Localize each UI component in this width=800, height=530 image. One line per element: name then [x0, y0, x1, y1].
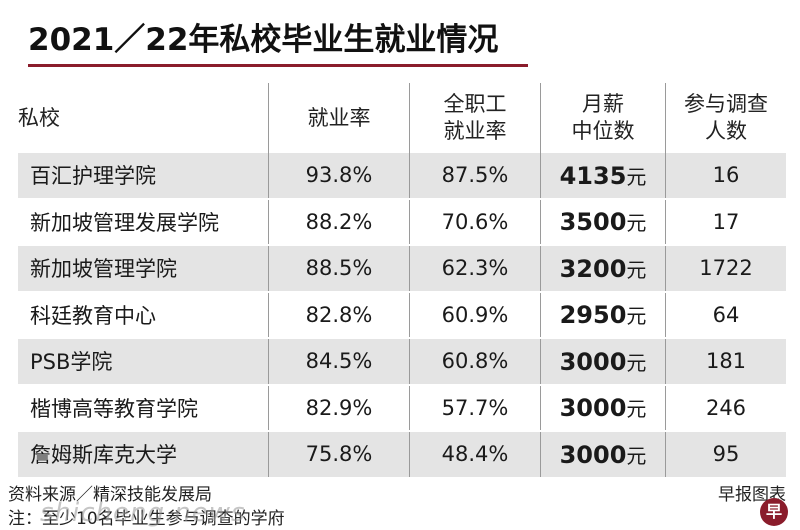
salary-unit: 元: [626, 164, 647, 189]
cell-median-salary: 3200元: [540, 245, 666, 293]
cell-fulltime-rate: 60.9%: [409, 291, 541, 339]
table-row: PSB学院 84.5% 60.8% 3000元 181: [18, 338, 786, 386]
cell-school: 科廷教育中心: [18, 291, 269, 339]
cell-respondents: 17: [665, 198, 786, 246]
header-fulltime-rate: 全职工 就业率: [409, 83, 541, 153]
table-row: 百汇护理学院 93.8% 87.5% 4135元 16: [18, 153, 786, 200]
salary-unit: 元: [626, 304, 647, 329]
table-row: 楷博高等教育学院 82.9% 57.7% 3000元 246: [18, 384, 786, 432]
source-note: 资料来源／精深技能发展局: [8, 485, 212, 505]
cell-median-salary: 3500元: [540, 198, 666, 246]
salary-unit: 元: [626, 397, 647, 422]
header-employment-rate: 就业率: [268, 83, 410, 153]
salary-value: 2950: [559, 301, 627, 330]
cell-employment-rate: 75.8%: [268, 431, 410, 479]
cell-fulltime-rate: 87.5%: [409, 153, 541, 200]
cell-median-salary: 4135元: [540, 153, 666, 200]
cell-median-salary: 3000元: [540, 431, 666, 479]
cell-school: 新加坡管理学院: [18, 245, 269, 293]
salary-value: 4135: [559, 161, 627, 190]
cell-respondents: 95: [665, 431, 786, 479]
table-row: 新加坡管理学院 88.5% 62.3% 3200元 1722: [18, 245, 786, 293]
salary-value: 3000: [559, 347, 627, 376]
header-respondents-line1: 参与调查: [684, 92, 768, 116]
footnote: 注：至少10名毕业生参与调查的学府: [8, 509, 285, 529]
cell-employment-rate: 82.8%: [268, 291, 410, 339]
header-fulltime-rate-line2: 就业率: [443, 119, 507, 143]
header-school: 私校: [18, 83, 269, 153]
table-row: 科廷教育中心 82.8% 60.9% 2950元 64: [18, 291, 786, 339]
cell-employment-rate: 82.9%: [268, 384, 410, 432]
header-fulltime-rate-line1: 全职工: [443, 92, 507, 116]
cell-employment-rate: 84.5%: [268, 338, 410, 386]
header-respondents: 参与调查 人数: [666, 83, 787, 153]
cell-median-salary: 2950元: [540, 291, 666, 339]
cell-school: 新加坡管理发展学院: [18, 198, 269, 246]
cell-school: 楷博高等教育学院: [18, 384, 269, 432]
table-row: 新加坡管理发展学院 88.2% 70.6% 3500元 17: [18, 198, 786, 246]
cell-employment-rate: 88.2%: [268, 198, 410, 246]
cell-employment-rate: 88.5%: [268, 245, 410, 293]
salary-unit: 元: [626, 350, 647, 375]
salary-value: 3500: [559, 208, 627, 237]
salary-value: 3000: [559, 394, 627, 423]
cell-respondents: 181: [665, 338, 786, 386]
table-header-row: 私校 就业率 全职工 就业率 月薪 中位数 参与调查 人数: [18, 83, 786, 153]
cell-fulltime-rate: 62.3%: [409, 245, 541, 293]
salary-unit: 元: [626, 211, 647, 236]
salary-unit: 元: [626, 257, 647, 282]
cell-respondents: 246: [665, 384, 786, 432]
header-respondents-line2: 人数: [705, 119, 747, 143]
title-underline: [28, 64, 528, 67]
cell-fulltime-rate: 70.6%: [409, 198, 541, 246]
cell-respondents: 64: [665, 291, 786, 339]
salary-unit: 元: [626, 443, 647, 468]
cell-fulltime-rate: 48.4%: [409, 431, 541, 479]
salary-value: 3000: [559, 440, 627, 469]
header-median-salary-line2: 中位数: [571, 119, 635, 143]
cell-school: 詹姆斯库克大学: [18, 431, 269, 479]
cell-respondents: 16: [665, 153, 786, 200]
header-median-salary-line1: 月薪: [582, 92, 624, 116]
zaobao-logo-icon: 早: [760, 498, 788, 526]
cell-median-salary: 3000元: [540, 384, 666, 432]
salary-value: 3200: [559, 254, 627, 283]
cell-fulltime-rate: 57.7%: [409, 384, 541, 432]
watermark: shicheng.news: [40, 498, 246, 528]
table-row: 詹姆斯库克大学 75.8% 48.4% 3000元 95: [18, 431, 786, 479]
cell-median-salary: 3000元: [540, 338, 666, 386]
employment-table: 私校 就业率 全职工 就业率 月薪 中位数 参与调查 人数 百汇护理学院 93.…: [18, 83, 786, 479]
cell-employment-rate: 93.8%: [268, 153, 410, 200]
cell-school: 百汇护理学院: [18, 153, 269, 200]
cell-school: PSB学院: [18, 338, 269, 386]
cell-fulltime-rate: 60.8%: [409, 338, 541, 386]
cell-respondents: 1722: [665, 245, 786, 293]
header-median-salary: 月薪 中位数: [540, 83, 666, 153]
page-title: 2021／22年私校毕业生就业情况: [28, 22, 499, 58]
